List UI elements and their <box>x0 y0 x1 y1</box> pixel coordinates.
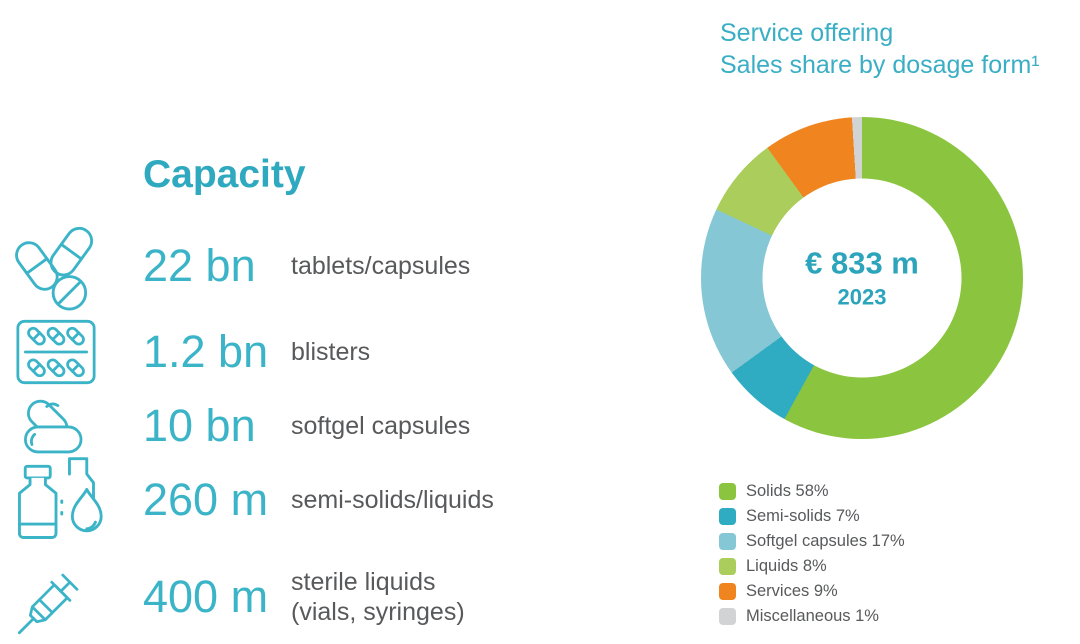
capacity-row-steriles: 400 m sterile liquids (vials, syringes) <box>0 550 465 644</box>
softgel-capsules-icon <box>0 396 112 456</box>
legend-label: Miscellaneous 1% <box>746 607 879 625</box>
capacity-value: 1.2 bn <box>143 326 269 377</box>
donut-center: € 833 m 2023 <box>762 178 962 378</box>
legend-label: Services 9% <box>746 582 838 600</box>
legend-item: Services 9% <box>719 582 905 600</box>
legend-label: Solids 58% <box>746 482 829 500</box>
capacity-label: tablets/capsules <box>291 252 471 280</box>
chart-title-line2: Sales share by dosage form¹ <box>720 50 1040 79</box>
donut-center-value: € 833 m <box>805 245 919 281</box>
capacity-label: semi-solids/liquids <box>291 486 494 514</box>
capacity-row-semisolids: 260 m semi-solids/liquids <box>0 452 494 548</box>
legend-color-chip <box>719 558 736 575</box>
chart-title: Service offering Sales share by dosage f… <box>720 18 1040 81</box>
legend-color-chip <box>719 508 736 525</box>
legend-label: Semi-solids 7% <box>746 507 860 525</box>
legend-label: Softgel capsules 17% <box>746 532 905 550</box>
syringe-icon <box>0 553 112 641</box>
bottles-droplet-icon <box>0 454 112 546</box>
legend-color-chip <box>719 533 736 550</box>
legend-color-chip <box>719 483 736 500</box>
capacity-value: 10 bn <box>143 400 256 451</box>
legend-item: Liquids 8% <box>719 557 905 575</box>
capacity-value: 260 m <box>143 474 269 525</box>
legend-item: Solids 58% <box>719 482 905 500</box>
capacity-value: 22 bn <box>143 240 256 291</box>
donut-chart: € 833 m 2023 <box>701 117 1023 439</box>
capacity-row-softgels: 10 bn softgel capsules <box>0 392 470 460</box>
legend-color-chip <box>719 608 736 625</box>
blister-pack-icon <box>0 318 112 386</box>
capacity-heading: Capacity <box>143 153 306 196</box>
capacity-label: sterile liquids (vials, syringes) <box>291 568 465 626</box>
chart-title-line1: Service offering <box>720 19 894 47</box>
legend-item: Softgel capsules 17% <box>719 532 905 550</box>
donut-center-year: 2023 <box>837 284 887 310</box>
legend-label: Liquids 8% <box>746 557 827 575</box>
capacity-value: 400 m <box>143 571 269 622</box>
legend-color-chip <box>719 583 736 600</box>
pills-icon <box>0 219 112 313</box>
legend-item: Semi-solids 7% <box>719 507 905 525</box>
capacity-label: softgel capsules <box>291 412 471 440</box>
legend-item: Miscellaneous 1% <box>719 607 905 625</box>
capacity-label: blisters <box>291 338 371 366</box>
capacity-row-tablets: 22 bn tablets/capsules <box>0 218 470 314</box>
legend: Solids 58% Semi-solids 7% Softgel capsules… <box>719 482 905 633</box>
capacity-row-blisters: 1.2 bn blisters <box>0 314 370 390</box>
